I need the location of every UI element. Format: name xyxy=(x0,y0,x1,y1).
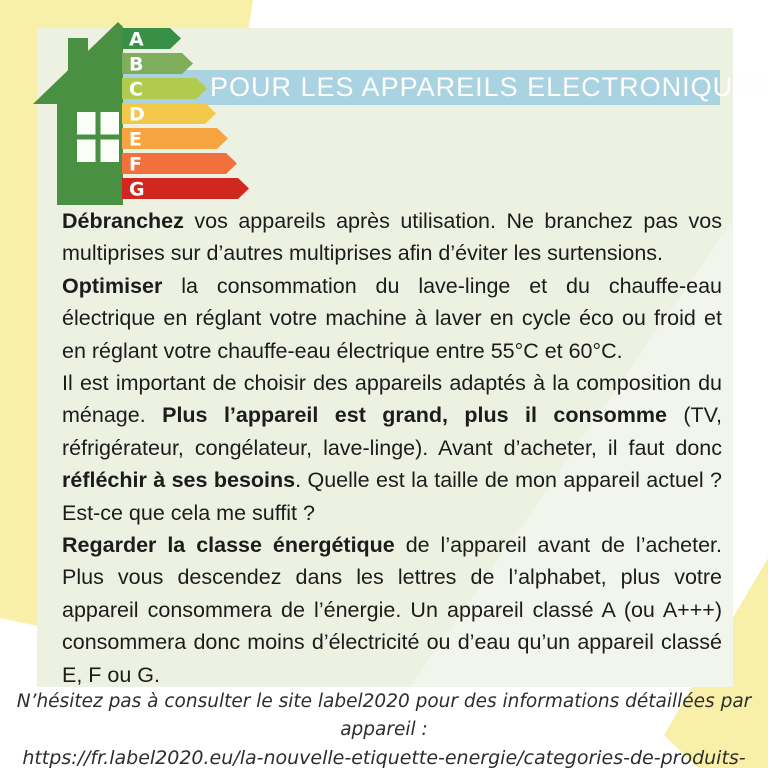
energy-arrow-c xyxy=(122,78,207,99)
energy-arrow-f-label: F xyxy=(129,154,142,176)
footer: N’hésitez pas à consulter le site label2… xyxy=(0,688,768,768)
energy-arrow-e-label: E xyxy=(129,129,142,151)
paragraph-debranchez: Débranchez vos appareils après utilisati… xyxy=(62,205,722,270)
energy-arrow-d-label: D xyxy=(129,104,145,126)
title-band xyxy=(122,70,720,105)
energy-arrow-g xyxy=(122,178,249,199)
text-choisir-3: . Quelle est la taille de mon appareil a… xyxy=(62,468,722,525)
text-regarder: de l’appareil avant de l’acheter. Plus v… xyxy=(62,533,722,687)
energy-arrow-e xyxy=(122,128,228,149)
paragraph-classe-energetique: Regarder la classe énergétique de l’appa… xyxy=(62,529,722,691)
footer-note: N’hésitez pas à consulter le site label2… xyxy=(16,691,752,740)
text-choisir-2: (TV, réfrigérateur, congélateur, lave-li… xyxy=(62,403,723,460)
footer-link[interactable]: https://fr.label2020.eu/la-nouvelle-etiq… xyxy=(22,747,746,768)
energy-arrow-c-label: C xyxy=(129,79,143,101)
window-mullion-horizontal xyxy=(77,134,119,140)
energy-house-icon xyxy=(33,22,123,205)
text-optimiser: la consommation du lave-linge et du chau… xyxy=(62,273,722,363)
text-debranchez: vos appareils après utilisation. Ne bran… xyxy=(62,209,722,266)
house-roof xyxy=(33,22,123,104)
energy-class-arrows: A B C D E F G xyxy=(122,28,249,201)
energy-arrow-b-label: B xyxy=(129,54,143,76)
text-choisir-1: Il est important de choisir des appareil… xyxy=(62,371,722,428)
paragraph-optimiser: Optimiser la consommation du lave-linge … xyxy=(62,270,722,367)
energy-arrow-f xyxy=(122,153,237,174)
energy-rating-graphic: A B C D E F G xyxy=(33,22,249,205)
footer-link-row: https://fr.label2020.eu/la-nouvelle-etiq… xyxy=(0,744,768,768)
paragraph-choisir: Il est important de choisir des appareil… xyxy=(62,367,722,529)
bold-lead-regarder: Regarder la classe énergétique xyxy=(62,533,395,558)
bold-lead-optimiser: Optimiser xyxy=(62,273,163,298)
bold-plus-appareil: Plus l’appareil est grand, plus il conso… xyxy=(162,403,667,428)
bold-lead-debranchez: Débranchez xyxy=(62,209,184,233)
energy-arrow-d xyxy=(122,103,216,124)
bold-reflechir: réfléchir à ses besoins xyxy=(62,468,296,493)
body-text: Débranchez vos appareils après utilisati… xyxy=(62,205,722,691)
energy-arrow-g-label: G xyxy=(129,179,145,201)
page-title: POUR LES APPAREILS ELECTRONIQUES xyxy=(210,72,768,102)
energy-arrow-a xyxy=(122,28,181,49)
energy-arrow-b xyxy=(122,53,193,74)
energy-arrow-a-label: A xyxy=(129,29,144,51)
